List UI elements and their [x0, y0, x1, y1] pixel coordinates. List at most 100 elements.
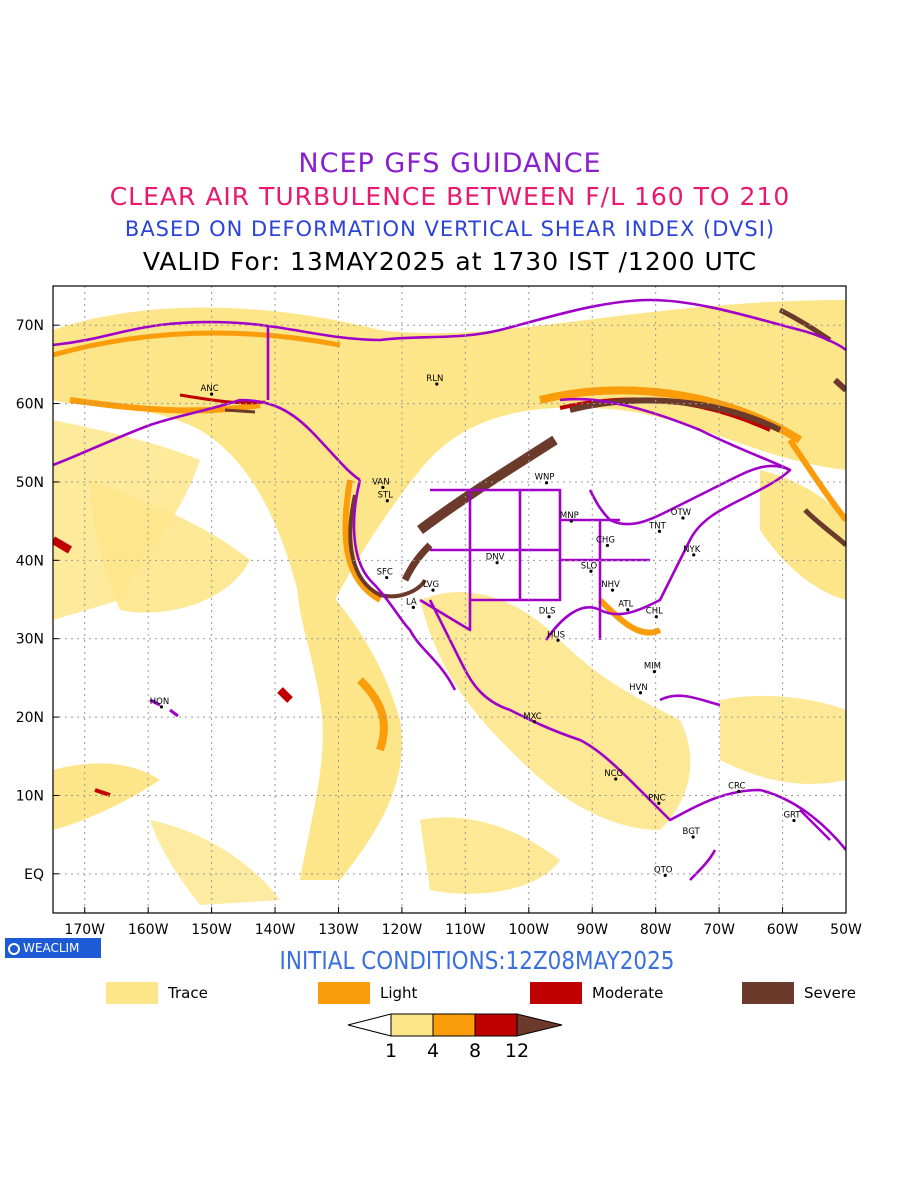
tick-label-lon: 80W — [640, 922, 672, 938]
station-label: NHV — [601, 580, 620, 590]
station-label: WNP — [535, 473, 555, 483]
tick-label-lat: 50N — [16, 475, 44, 491]
station-dot — [385, 499, 389, 503]
station-label: QTO — [654, 865, 673, 875]
legend-label-severe: Severe — [804, 984, 856, 1002]
station-dot — [544, 481, 549, 485]
legend-label-moderate: Moderate — [592, 984, 664, 1002]
station-dot — [495, 561, 499, 565]
graticule — [53, 286, 847, 913]
tick-label-lon: 150W — [191, 922, 232, 938]
tick-label-lat: 40N — [16, 553, 44, 569]
station-dot — [692, 553, 696, 557]
axis-ticks: 170W 160W 150W 140W 130W 120W 110W 100W 90W 80W 70… — [16, 318, 862, 938]
station-label: SLO — [581, 561, 598, 571]
station-label: GRT — [783, 811, 801, 821]
station-label: RLN — [426, 374, 443, 384]
tick-label-lat: 10N — [16, 788, 44, 804]
station-dot — [626, 608, 630, 612]
station-dot — [589, 569, 593, 573]
station-label: VAN — [372, 477, 389, 487]
tick-label-lon: 130W — [318, 922, 359, 938]
tick-label-lat: 20N — [16, 710, 44, 726]
station-label: PNC — [648, 793, 665, 803]
station-label: MXC — [523, 712, 542, 722]
tick-label-lat: 70N — [16, 318, 44, 334]
station-dot — [547, 615, 551, 619]
station-label: HON — [150, 697, 169, 707]
station-dot — [638, 691, 643, 695]
station-dot — [663, 873, 667, 877]
tick-label-lat: EQ — [24, 867, 44, 883]
legend-swatch-moderate — [530, 982, 582, 1004]
legend-label-light: Light — [380, 984, 418, 1002]
station-label: TNT — [648, 521, 667, 531]
tick-label-lon: 170W — [64, 922, 105, 938]
station-dot — [652, 670, 657, 674]
legend-swatch-light — [318, 982, 370, 1004]
station-label: HVN — [629, 683, 648, 693]
station-dot — [614, 777, 618, 781]
tick-label-lon: 160W — [128, 922, 169, 938]
station-label: ANC — [201, 384, 219, 394]
station-dot — [657, 529, 662, 533]
chart-title-line1: NCEP GFS GUIDANCE — [298, 148, 602, 179]
tick-label-lat: 60N — [16, 397, 44, 413]
station-dot — [411, 605, 415, 609]
station-dot — [431, 588, 435, 592]
station-label: OTW — [671, 508, 692, 518]
station-dot — [569, 519, 573, 523]
station-label: HUS — [547, 630, 565, 640]
tick-label-lon: 70W — [703, 922, 735, 938]
map-frame — [52, 285, 847, 914]
logo-icon — [8, 943, 20, 955]
chart-title-line3: BASED ON DEFORMATION VERTICAL SHEAR INDE… — [124, 217, 776, 241]
station-dot — [792, 818, 796, 823]
legend-swatch-severe — [742, 982, 794, 1004]
station-label: ATL — [618, 600, 633, 610]
station-dot — [691, 835, 695, 839]
station-label: CRC — [728, 782, 745, 792]
initial-conditions: INITIAL CONDITIONS:12Z08MAY2025 — [279, 946, 675, 975]
station-dot — [435, 382, 439, 386]
turbulence-field — [53, 300, 846, 905]
station-dot — [737, 789, 741, 794]
station-label: NCG — [604, 769, 623, 779]
station-label: DNV — [486, 553, 505, 563]
station-label: SFC — [377, 568, 393, 578]
station-label: DLS — [539, 607, 556, 617]
station-dot — [657, 801, 661, 805]
station-dot — [532, 720, 537, 724]
station-labels: ANC RLN VAN STL WNP MNP OTW TNT CHG NYK DNV SFC SLO L… — [150, 374, 801, 877]
station-label: LA — [406, 597, 417, 607]
tick-label-lon: 120W — [382, 922, 423, 938]
legend-label-trace: Trace — [168, 984, 208, 1002]
station-label: MNP — [560, 511, 579, 521]
station-label: BGT — [683, 827, 701, 837]
logo-text: WEACLIM — [23, 941, 80, 955]
legend-swatch-trace — [106, 982, 158, 1004]
weaclim-logo: WEACLIM — [5, 938, 101, 958]
tick-label-lon: 110W — [445, 922, 486, 938]
tick-label-lat: 30N — [16, 632, 44, 648]
station-dot — [385, 575, 389, 580]
station-dot — [381, 485, 385, 490]
station-label: CHL — [646, 607, 663, 617]
tick-label-lon: 60W — [767, 922, 799, 938]
tick-label-lon: 90W — [576, 922, 608, 938]
station-dot — [654, 615, 658, 619]
station-dot — [210, 392, 214, 396]
chart-title-line2: CLEAR AIR TURBULENCE BETWEEN F/L 160 TO … — [109, 182, 791, 211]
station-label: LVG — [423, 580, 439, 590]
tick-label-lon: 140W — [255, 922, 296, 938]
valid-time: VALID For: 13MAY2025 at 1730 IST /1200 U… — [142, 247, 758, 276]
station-dot — [159, 705, 164, 709]
tick-label-lon: 100W — [509, 922, 550, 938]
station-dot — [605, 543, 610, 548]
station-label: CHG — [596, 535, 615, 545]
station-dot — [681, 516, 685, 520]
station-label: MIM — [644, 662, 661, 672]
station-label: NYK — [683, 545, 701, 555]
tick-label-lon: 50W — [830, 922, 862, 938]
